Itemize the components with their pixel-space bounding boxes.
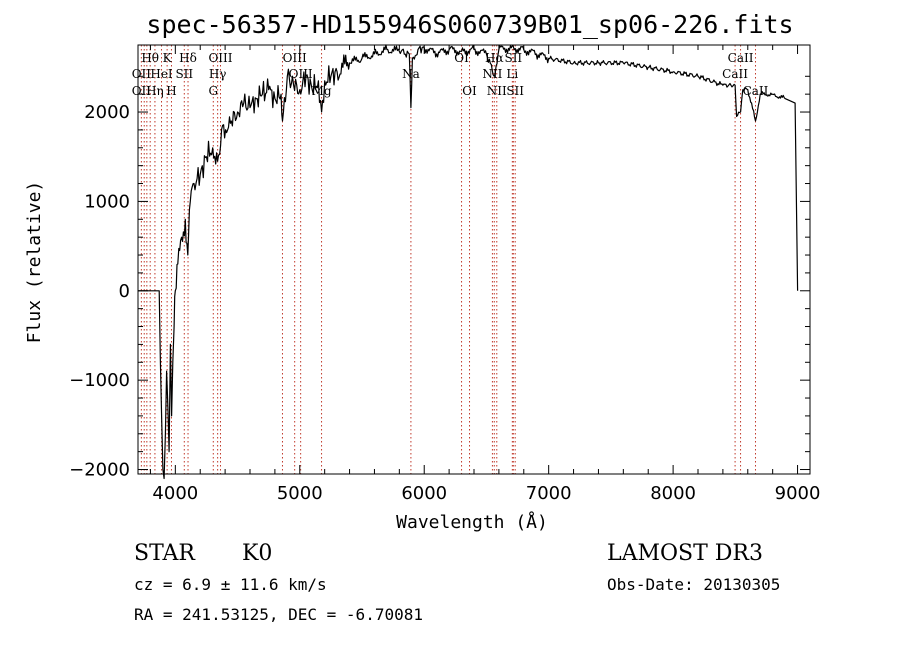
y-tick-label: 0 [119,281,130,302]
line-label: OIII [289,67,313,81]
line-label: SII [506,84,524,98]
line-label: SII [175,67,193,81]
line-label: Hδ [179,51,197,65]
x-tick-label: 9000 [775,483,821,504]
chart-title: spec-56357-HD155946S060739B01_sp06-226.f… [146,10,793,39]
axis-ticks: 4000 5000 6000 7000 8000 9000 −2000 −1000 0 1000 2… [69,45,820,504]
line-label: OIII [283,51,307,65]
x-tick-label: 4000 [152,483,198,504]
object-class: STAR [134,541,196,566]
line-label: HeI [150,67,173,81]
y-tick-label: −1000 [69,370,130,391]
line-label: CaII [722,67,748,81]
line-label: Li [506,67,518,81]
plot-frame [137,44,811,475]
line-label: G [208,84,218,98]
line-label: Hη [146,84,164,98]
x-axis-label: Wavelength (Å) [396,511,548,533]
line-label: Hθ [141,51,159,65]
line-label: NII [487,84,507,98]
coordinates-readout: RA = 241.53125, DEC = -6.70081 [134,605,423,624]
x-tick-label: 8000 [650,483,696,504]
survey-name: LAMOST DR3 [607,541,763,566]
spectrum-series [138,44,799,480]
line-label: OII [132,84,152,98]
observation-date: Obs-Date: 20130305 [607,575,780,594]
spectral-line-markers [140,45,756,474]
y-axis-label: Flux (relative) [24,181,45,344]
line-label: Na [402,67,420,81]
spectrum-line [138,44,799,480]
y-tick-label: 2000 [84,102,130,123]
y-tick-label: 1000 [84,191,130,212]
line-label: H [166,84,176,98]
x-tick-label: 5000 [277,483,323,504]
line-label: CaII [728,51,754,65]
x-tick-label: 6000 [401,483,447,504]
line-label: SII [504,51,522,65]
line-label: K [163,51,173,65]
object-subclass: K0 [242,541,272,566]
redshift-readout: cz = 6.9 ± 11.6 km/s [134,575,327,594]
x-tick-label: 7000 [526,483,572,504]
line-label: OI [462,84,477,98]
y-tick-label: −2000 [69,460,130,481]
line-label: Hγ [209,67,227,81]
line-label: OII [132,67,152,81]
line-label: CaII [743,84,769,98]
line-label: OIII [208,51,232,65]
spectral-line-labels: HθOIIOIIHηKHeIHHδSIIOIIIHγGOIIIOIIIMgNaO… [132,51,769,98]
